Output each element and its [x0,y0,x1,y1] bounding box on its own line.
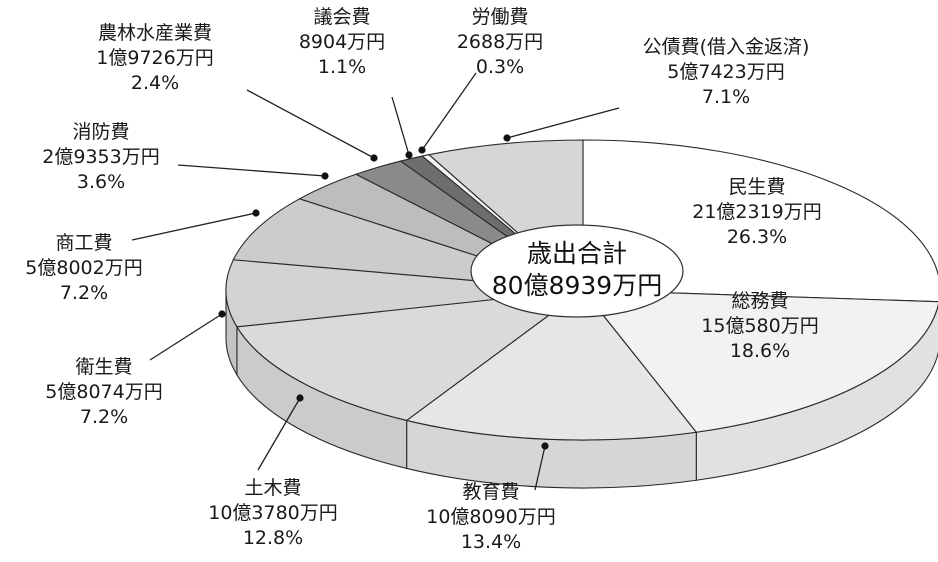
slice-label-amount-3: 10億3780万円 [208,502,338,524]
leader-dot-5 [252,209,260,217]
slice-label-percent-8: 1.1% [318,56,366,78]
slice-label-percent-6: 3.6% [77,171,125,193]
leader-dot-8 [405,151,413,159]
slice-label-percent-3: 12.8% [243,527,303,549]
leader-line-8 [391,96,410,156]
leader-dot-2 [541,442,549,450]
slice-label-amount-9: 2688万円 [457,31,543,53]
center-label-title: 歳出合計 [527,239,627,268]
leader-dot-6 [321,172,329,180]
slice-label-name-7: 農林水産業費 [98,22,212,44]
leader-lines [131,72,620,491]
pie-slice-2 [405,289,698,441]
slice-label-amount-2: 10億8090万円 [426,506,556,528]
pie-side-walls [225,289,938,489]
pie-slice-3 [236,289,585,422]
slice-label-percent-0: 26.3% [727,226,787,248]
leader-line-7 [246,89,375,159]
slice-label-amount-10: 5億7423万円 [667,61,784,83]
leader-line-4 [149,313,223,361]
leader-line-3 [257,397,301,471]
slice-label-amount-5: 5億8002万円 [25,257,142,279]
slice-label-name-6: 消防費 [72,121,129,143]
leader-line-6 [177,164,326,177]
slice-label-percent-5: 7.2% [60,282,108,304]
leader-line-9 [421,72,477,151]
slice-label-name-9: 労働費 [471,6,528,28]
leader-dot-7 [370,154,378,162]
slice-label-name-8: 議会費 [313,6,370,28]
pie-slice-4 [225,259,584,328]
leader-line-10 [506,107,620,139]
leader-line-5 [131,212,257,241]
slice-label-amount-7: 1億9726万円 [96,47,213,69]
leader-dot-3 [296,394,304,402]
slice-label-amount-6: 2億9353万円 [42,146,159,168]
slice-label-name-5: 商工費 [55,232,112,254]
slice-label-name-2: 教育費 [462,481,519,503]
slice-label-percent-2: 13.4% [461,531,521,553]
leader-line-2 [534,445,546,491]
slice-label-name-3: 土木費 [244,477,301,499]
center-label-total: 80億8939万円 [492,271,662,300]
slice-label-percent-9: 0.3% [476,56,524,78]
slice-label-percent-10: 7.1% [702,86,750,108]
slice-label-name-10: 公債費(借入金返済) [643,36,810,58]
leader-dot-9 [418,146,426,154]
slice-label-percent-4: 7.2% [80,406,128,428]
slice-label-amount-0: 21億2319万円 [692,201,822,223]
slice-label-percent-1: 18.6% [730,340,790,362]
slice-labels: 民生費 21億2319万円 26.3% 総務費 15億580万円 18.6% 教育費 10億8… [25,6,821,553]
slice-label-amount-8: 8904万円 [299,31,385,53]
slice-label-amount-4: 5億8074万円 [45,381,162,403]
slice-label-name-1: 総務費 [731,290,788,312]
slice-label-percent-7: 2.4% [131,72,179,94]
center-ellipse [470,224,684,318]
leader-dot-4 [218,310,226,318]
slice-label-name-0: 民生費 [728,176,785,198]
leader-dot-10 [503,134,511,142]
center-total: 歳出合計 80億8939万円 [470,224,684,318]
pie-slice-1 [581,289,938,433]
slice-label-amount-1: 15億580万円 [701,315,818,337]
slice-label-name-4: 衛生費 [75,356,132,378]
